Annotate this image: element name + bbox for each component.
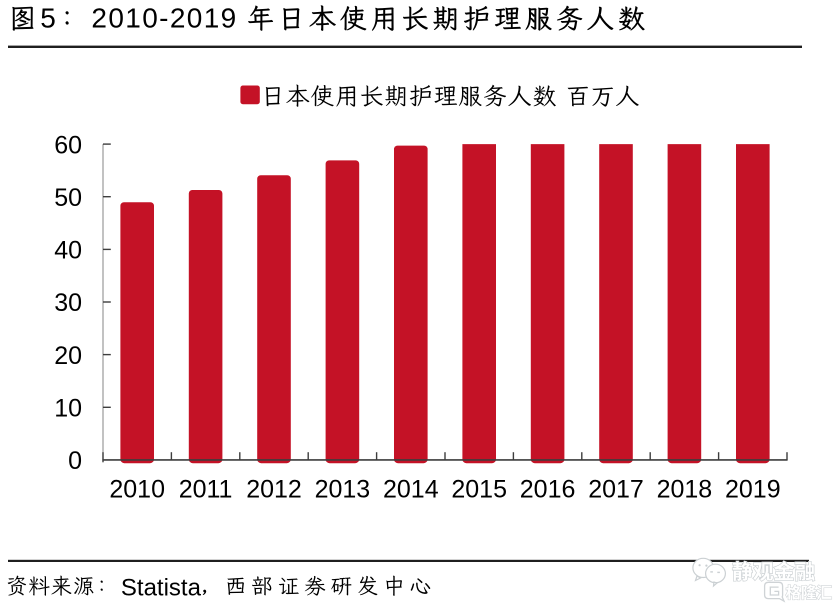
svg-text:5: 5: [40, 3, 57, 34]
svg-text:0: 0: [68, 447, 82, 475]
svg-text:2017: 2017: [588, 476, 644, 504]
svg-text:40: 40: [54, 237, 82, 265]
svg-text:2015: 2015: [451, 476, 507, 504]
svg-text:30: 30: [54, 289, 82, 317]
svg-text:50: 50: [54, 184, 82, 212]
svg-text:60: 60: [54, 131, 82, 159]
svg-text:2016: 2016: [520, 476, 576, 504]
svg-text:2010: 2010: [109, 476, 165, 504]
svg-text:2011: 2011: [179, 476, 233, 504]
svg-text:2010-2019: 2010-2019: [91, 3, 237, 34]
svg-text:2014: 2014: [383, 476, 439, 504]
svg-text:2018: 2018: [657, 476, 713, 504]
svg-text:Statista: Statista: [121, 574, 202, 601]
svg-text:2019: 2019: [725, 476, 781, 504]
svg-text:10: 10: [54, 395, 82, 423]
svg-text:2012: 2012: [246, 476, 302, 504]
svg-text:20: 20: [54, 342, 82, 370]
svg-text:2013: 2013: [315, 476, 371, 504]
